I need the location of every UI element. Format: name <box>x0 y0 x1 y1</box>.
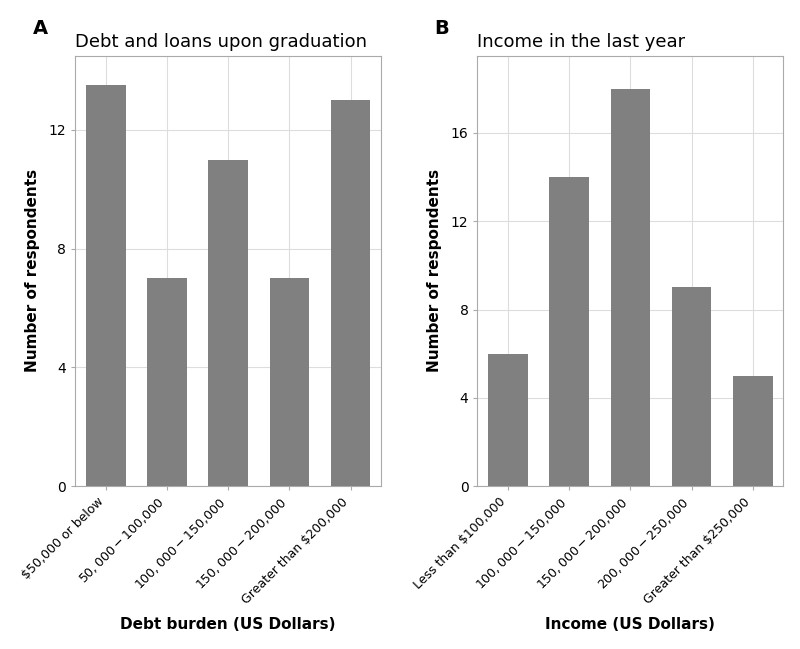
X-axis label: Debt burden (US Dollars): Debt burden (US Dollars) <box>121 617 336 632</box>
Bar <box>147 278 187 486</box>
Bar <box>550 177 589 486</box>
Bar <box>672 288 711 486</box>
Y-axis label: Number of respondents: Number of respondents <box>26 169 40 373</box>
Bar <box>733 376 773 486</box>
Bar <box>488 354 528 486</box>
Y-axis label: Number of respondents: Number of respondents <box>427 169 442 373</box>
Bar <box>270 278 310 486</box>
Text: A: A <box>33 19 47 38</box>
Text: Debt and loans upon graduation: Debt and loans upon graduation <box>75 33 367 51</box>
Bar <box>610 89 650 486</box>
Text: Income in the last year: Income in the last year <box>478 33 686 51</box>
Text: B: B <box>434 19 450 38</box>
X-axis label: Income (US Dollars): Income (US Dollars) <box>546 617 715 632</box>
Bar <box>208 160 248 486</box>
Bar <box>330 100 370 486</box>
Bar <box>86 85 126 486</box>
